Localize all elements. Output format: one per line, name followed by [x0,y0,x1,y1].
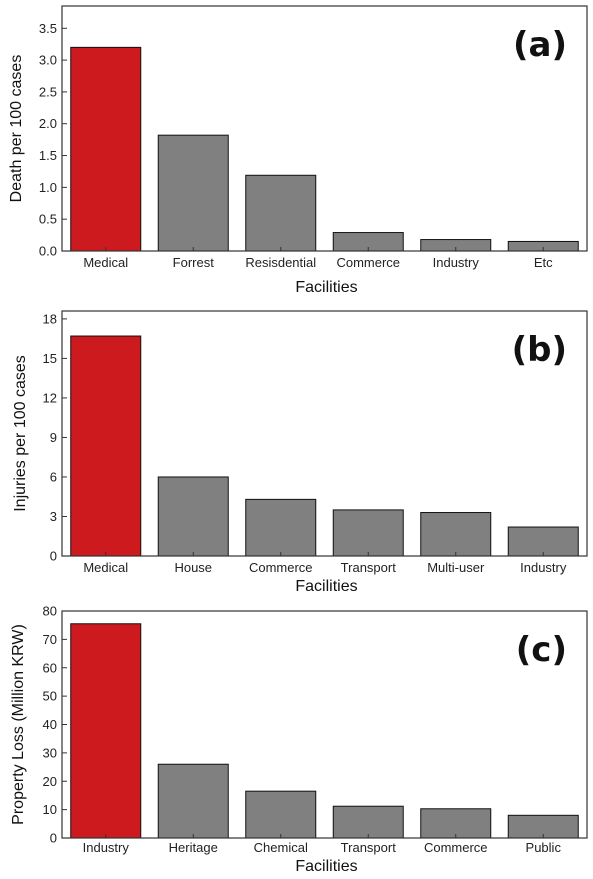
panel-b-ytick-label-3: 9 [50,430,57,445]
panel-b-bar-4 [420,512,492,557]
panel-b-bar-1 [157,476,229,557]
panel-b-y-axis-title: Injuries per 100 cases [12,355,29,512]
panel-c-bar-3 [332,805,404,839]
panel-b-xtick-label-3: Transport [341,560,397,575]
panel-c-ytick-label-8: 80 [43,604,57,619]
panel-b-xtick-label-5: Industry [520,560,567,575]
panel-c-xtick-label-4: Commerce [424,840,488,855]
panel-a-bar-0 [70,46,142,252]
panel-c-bar-1 [157,763,229,839]
panel-b-ytick-label-2: 6 [50,469,57,484]
panel-b-xtick-label-0: Medical [83,560,128,575]
panel-c-ytick-label-2: 20 [43,774,57,789]
panel-c-y-axis-title: Property Loss (Million KRW) [10,624,27,825]
panel-c-ytick-label-6: 60 [43,660,57,675]
panel-a-plot-frame [61,5,588,252]
panel-b-ytick-label-5: 15 [43,351,57,366]
panel-a-ytick-label-4: 2.0 [39,116,57,131]
panel-b-panel-label: (b) [512,330,567,370]
panel-b-ytick-label-1: 3 [50,509,57,524]
panel-c-ytick-label-3: 30 [43,745,57,760]
panel-a-xtick-label-1: Forrest [173,255,215,270]
panel-b-bar-0 [70,335,142,557]
panel-c-xtick-label-5: Public [526,840,562,855]
panel-c-bar-4 [420,808,492,839]
panel-c-xtick-label-0: Industry [83,840,130,855]
panel-b-plot-frame [61,310,588,557]
panel-a-ytick-label-5: 2.5 [39,84,57,99]
panel-c-ytick-label-4: 40 [43,717,57,732]
panel-c-panel-label: (c) [516,630,567,670]
panel-b-ytick-label-4: 12 [43,390,57,405]
panel-c-xtick-label-1: Heritage [169,840,218,855]
panel-a-xtick-label-2: Resisdential [245,255,316,270]
panel-c-ytick-label-0: 0 [50,831,57,846]
panel-c-ytick-label-1: 10 [43,802,57,817]
panel-c-bar-0 [70,623,142,839]
panel-b-ytick-label-6: 18 [43,311,57,326]
panel-c-bar-2 [245,790,317,839]
panel-a-y-axis-title: Death per 100 cases [8,55,25,203]
panel-b-xtick-label-2: Commerce [249,560,313,575]
panel-c-xtick-label-3: Transport [341,840,397,855]
panel-a-panel-label: (a) [513,25,567,65]
panel-c-xtick-label-2: Chemical [254,840,308,855]
panel-b-bar-3 [332,509,404,557]
panel-b-x-axis-title: Facilities [295,578,357,595]
panel-b-xtick-label-4: Multi-user [427,560,485,575]
panel-b-ytick-label-0: 0 [50,549,57,564]
panel-a-xtick-label-0: Medical [83,255,128,270]
panel-b-bar-5 [507,526,579,557]
panel-a-xtick-label-3: Commerce [336,255,400,270]
panel-a-ytick-label-1: 0.5 [39,212,57,227]
panel-a-ytick-label-6: 3.0 [39,53,57,68]
panel-c-ytick-label-5: 50 [43,689,57,704]
panel-a-x-axis-title: Facilities [295,279,357,296]
panel-a-ytick-label-3: 1.5 [39,148,57,163]
panel-a-bar-2 [245,174,317,252]
panel-a-ytick-label-2: 1.0 [39,180,57,195]
panel-a-bar-1 [157,134,229,252]
panel-a-ytick-label-0: 0.0 [39,244,57,259]
panel-a-xtick-label-5: Etc [534,255,553,270]
panel-c-x-axis-title: Facilities [295,858,357,875]
panel-a-xtick-label-4: Industry [433,255,480,270]
panel-a-ytick-label-7: 3.5 [39,21,57,36]
panel-b-bar-2 [245,498,317,557]
panel-c-ytick-label-7: 70 [43,632,57,647]
panel-b-xtick-label-1: House [174,560,212,575]
